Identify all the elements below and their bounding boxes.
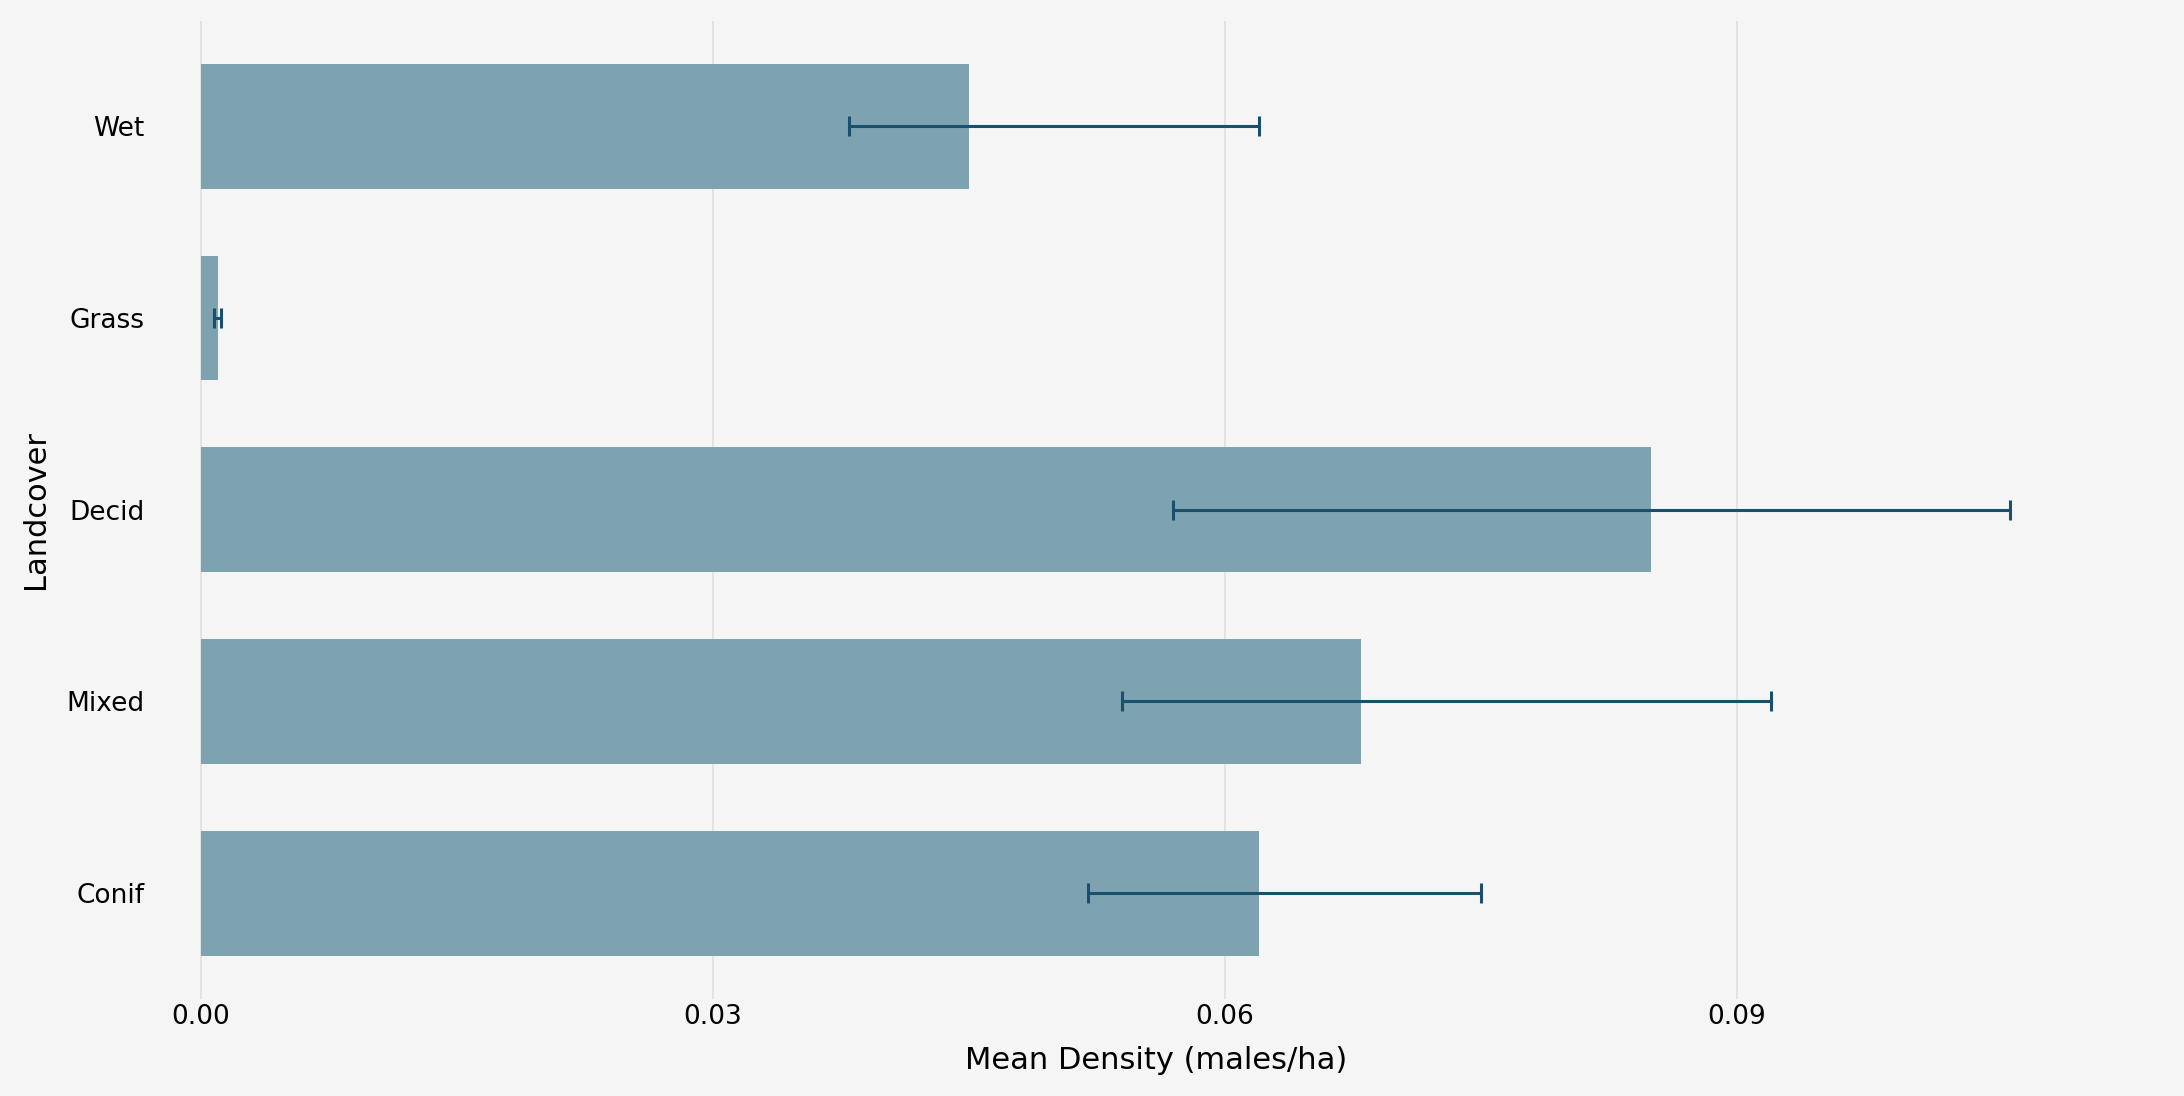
Bar [201, 639, 1361, 764]
Bar [201, 64, 970, 189]
Bar [201, 447, 1651, 572]
X-axis label: Mean Density (males/ha): Mean Density (males/ha) [965, 1047, 1348, 1075]
Y-axis label: Landcover: Landcover [22, 431, 50, 590]
Bar [201, 255, 218, 380]
Bar [201, 831, 1258, 956]
